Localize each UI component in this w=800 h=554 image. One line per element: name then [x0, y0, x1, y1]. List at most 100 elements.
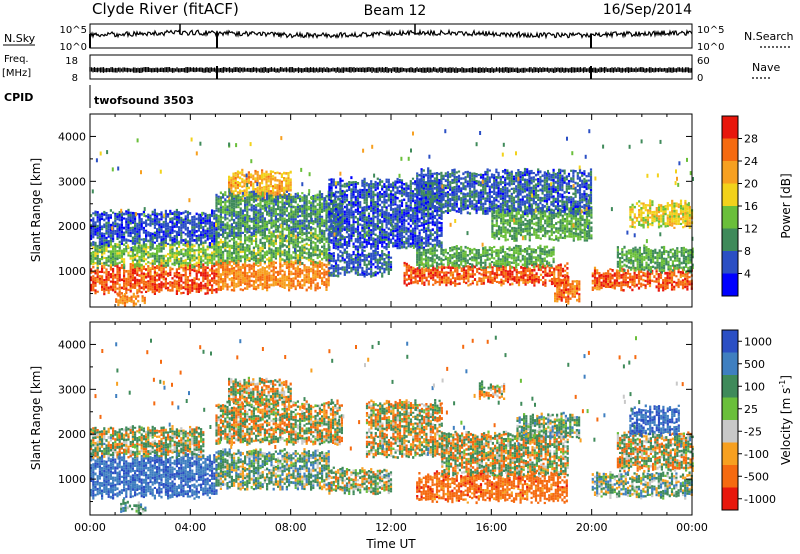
scatter-cell — [189, 237, 192, 241]
scatter-cell — [171, 226, 174, 229]
scatter-cell — [290, 282, 293, 285]
scatter-cell — [272, 232, 275, 235]
scatter-cell — [232, 177, 235, 181]
scatter-cell — [160, 243, 163, 247]
scatter-cell — [235, 257, 238, 260]
scatter-cell — [339, 272, 342, 275]
scatter-cell — [92, 288, 95, 292]
scatter-cell — [269, 175, 272, 178]
scatter-cell — [274, 236, 277, 240]
scatter-cell — [280, 184, 283, 187]
scatter-cell — [341, 237, 344, 241]
scatter-cell — [241, 190, 244, 193]
scatter-cell — [325, 224, 328, 228]
scatter-cell — [378, 209, 382, 213]
scatter-cell — [268, 247, 271, 250]
scatter-cell — [136, 267, 139, 270]
scatter-cell — [255, 270, 258, 273]
scatter-cell — [312, 253, 315, 257]
scatter-cell — [211, 245, 214, 249]
scatter-cell — [105, 212, 108, 215]
scatter-cell — [241, 197, 244, 201]
scatter-cell — [255, 216, 258, 219]
scatter-cell — [325, 270, 328, 274]
scatter-cell — [189, 212, 192, 215]
scatter-cell — [266, 277, 269, 280]
scatter-cell — [256, 178, 259, 182]
scatter-cell — [365, 188, 368, 192]
scatter-cell — [103, 271, 106, 274]
scatter-cell — [213, 257, 216, 261]
scatter-cell — [367, 260, 371, 263]
scatter-cell — [244, 216, 247, 219]
scatter-cell — [330, 214, 333, 218]
scatter-cell — [149, 275, 152, 278]
scatter-cell — [202, 244, 205, 247]
scatter-cell — [268, 209, 271, 213]
scatter-cell — [303, 264, 306, 267]
scatter-cell — [189, 284, 192, 287]
scatter-cell — [283, 196, 286, 199]
scatter-cell — [131, 276, 134, 279]
scatter-cell — [105, 283, 108, 287]
scatter-cell — [180, 284, 183, 287]
scatter-cell — [318, 211, 321, 214]
scatter-cell — [193, 239, 196, 242]
scatter-cell — [314, 278, 317, 281]
scatter-cell — [392, 196, 395, 199]
scatter-cell — [289, 183, 292, 187]
scatter-cell — [321, 264, 324, 268]
scatter-cell — [239, 257, 242, 260]
scatter-cell — [197, 278, 200, 281]
scatter-cell — [316, 256, 319, 260]
scatter-cell — [325, 253, 328, 256]
scatter-cell — [234, 176, 237, 180]
scatter-cell — [332, 216, 335, 220]
scatter-cell — [140, 249, 143, 253]
scatter-cell — [206, 219, 209, 223]
scatter-cell — [200, 236, 203, 239]
scatter-cell — [323, 281, 326, 284]
scatter-cell — [153, 257, 156, 260]
scatter-cell — [396, 235, 399, 238]
scatter-cell — [381, 262, 384, 265]
scatter-cell — [263, 283, 266, 287]
scatter-cell — [123, 269, 126, 272]
scatter-cell — [175, 238, 178, 242]
scatter-cell — [116, 275, 119, 278]
scatter-cell — [153, 281, 156, 284]
scatter-cell — [134, 269, 137, 273]
scatter-cell — [250, 173, 253, 177]
scatter-cell — [171, 224, 174, 227]
scatter-cell — [259, 241, 262, 244]
scatter-cell — [145, 250, 148, 253]
scatter-cell — [215, 249, 218, 253]
scatter-cell — [235, 203, 238, 206]
scatter-cell — [143, 298, 146, 302]
scatter-cell — [250, 250, 253, 254]
scatter-cell — [339, 190, 342, 193]
scatter-cell — [307, 205, 310, 208]
scatter-cell — [272, 283, 275, 287]
scatter-cell — [211, 259, 214, 262]
scatter-cell — [233, 251, 236, 255]
scatter-cell — [232, 193, 235, 196]
scatter-cell — [171, 245, 174, 249]
scatter-cell — [372, 203, 375, 206]
scatter-cell — [252, 249, 255, 252]
scatter-cell — [310, 246, 313, 250]
scatter-cell — [296, 235, 299, 238]
scatter-cell — [215, 234, 218, 237]
scatter-cell — [125, 287, 128, 290]
scatter-cell — [219, 253, 222, 257]
scatter-cell — [285, 197, 288, 201]
scatter-cell — [178, 279, 181, 282]
scatter-cell — [405, 229, 408, 233]
scatter-cell — [237, 222, 240, 225]
scatter-cell — [314, 264, 317, 268]
scatter-cell — [230, 251, 233, 255]
scatter-cell — [350, 216, 353, 219]
scatter-cell — [361, 211, 364, 215]
scatter-cell — [178, 243, 181, 246]
scatter-cell — [263, 246, 266, 249]
